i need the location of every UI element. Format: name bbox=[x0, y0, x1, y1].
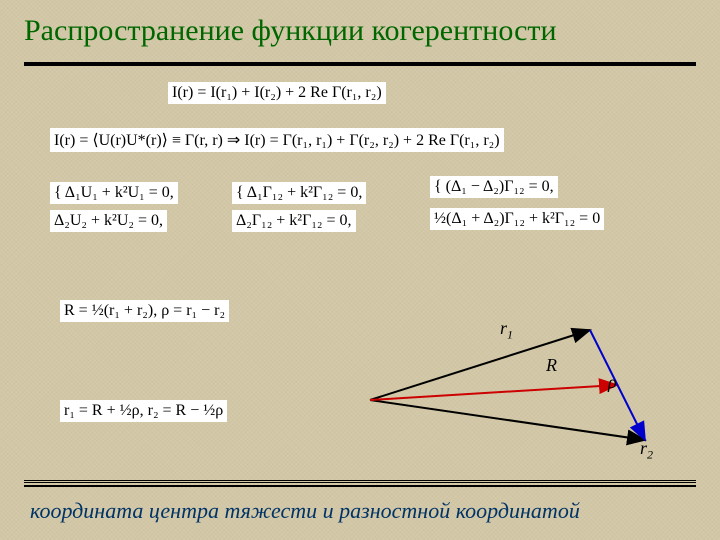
vector-rho bbox=[590, 330, 645, 440]
label-r2: r2 bbox=[640, 438, 653, 463]
label-R: R bbox=[546, 355, 557, 376]
footer-caption: координата центра тяжести и разностной к… bbox=[30, 498, 580, 524]
bottom-rule bbox=[24, 480, 696, 487]
vector-r2 bbox=[370, 400, 645, 440]
label-r1: r1 bbox=[500, 318, 513, 343]
label-rho: ρ bbox=[608, 372, 617, 393]
vector-diagram bbox=[0, 0, 720, 540]
